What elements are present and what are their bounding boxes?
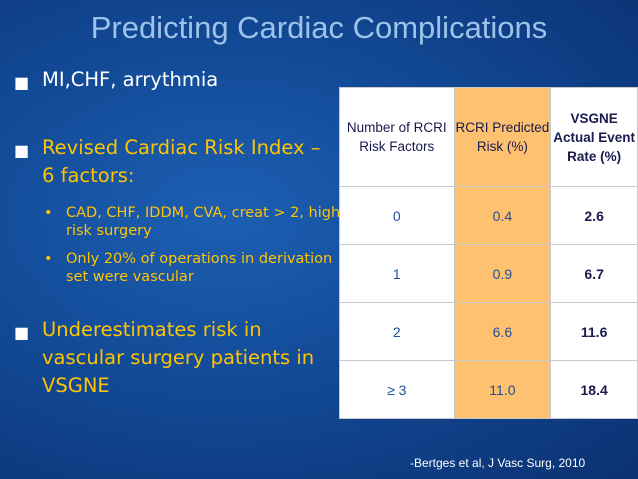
header-rcri-predicted: RCRI Predicted Risk (%) xyxy=(453,87,552,187)
table-cell: 6.7 xyxy=(550,244,638,303)
dot-bullet-icon: • xyxy=(44,251,53,267)
risk-table: Number of RCRI Risk Factors RCRI Predict… xyxy=(339,87,638,419)
subbullet-1-text: CAD, CHF, IDDM, CVA, creat > 2, high ris… xyxy=(66,205,341,239)
square-bullet-icon: ■ xyxy=(14,323,30,342)
dot-bullet-icon: • xyxy=(44,205,53,221)
table-row: ≥ 3 11.0 18.4 xyxy=(339,360,638,419)
bullet-3-text: Underestimates risk in vascular surgery … xyxy=(42,318,315,397)
table-cell: 1 xyxy=(339,244,455,303)
table-row: 2 6.6 11.6 xyxy=(339,302,638,361)
square-bullet-icon: ■ xyxy=(14,141,30,160)
table-cell: 0 xyxy=(339,186,455,245)
table-cell: 0.4 xyxy=(453,186,552,245)
square-bullet-icon: ■ xyxy=(14,73,30,92)
header-risk-factors: Number of RCRI Risk Factors xyxy=(339,87,455,187)
bullet-2-text: Revised Cardiac Risk Index – 6 factors: xyxy=(42,136,321,187)
subbullet-2: • Only 20% of operations in derivation s… xyxy=(44,250,344,286)
subbullet-1: • CAD, CHF, IDDM, CVA, creat > 2, high r… xyxy=(44,204,344,240)
table-row: 1 0.9 6.7 xyxy=(339,244,638,303)
table-cell: ≥ 3 xyxy=(339,360,455,419)
bullet-1-text: MI,CHF, arrythmia xyxy=(42,68,219,91)
table-cell: 11.6 xyxy=(550,302,638,361)
table-cell: 0.9 xyxy=(453,244,552,303)
table-cell: 6.6 xyxy=(453,302,552,361)
slide-title: Predicting Cardiac Complications xyxy=(90,10,548,45)
table-cell: 2 xyxy=(339,302,455,361)
table-cell: 18.4 xyxy=(550,360,638,419)
table-row: 0 0.4 2.6 xyxy=(339,186,638,245)
subbullet-2-text: Only 20% of operations in derivation set… xyxy=(66,251,333,285)
table-cell: 11.0 xyxy=(453,360,552,419)
bullet-2: ■ Revised Cardiac Risk Index – 6 factors… xyxy=(14,134,334,190)
bullet-1: ■ MI,CHF, arrythmia xyxy=(14,66,218,100)
table-header-row: Number of RCRI Risk Factors RCRI Predict… xyxy=(339,87,638,187)
table-cell: 2.6 xyxy=(550,186,638,245)
bullet-3: ■ Underestimates risk in vascular surger… xyxy=(14,316,334,400)
citation: -Bertges et al, J Vasc Surg, 2010 xyxy=(410,456,586,470)
header-vsgne-actual: VSGNE Actual Event Rate (%) xyxy=(550,87,638,187)
